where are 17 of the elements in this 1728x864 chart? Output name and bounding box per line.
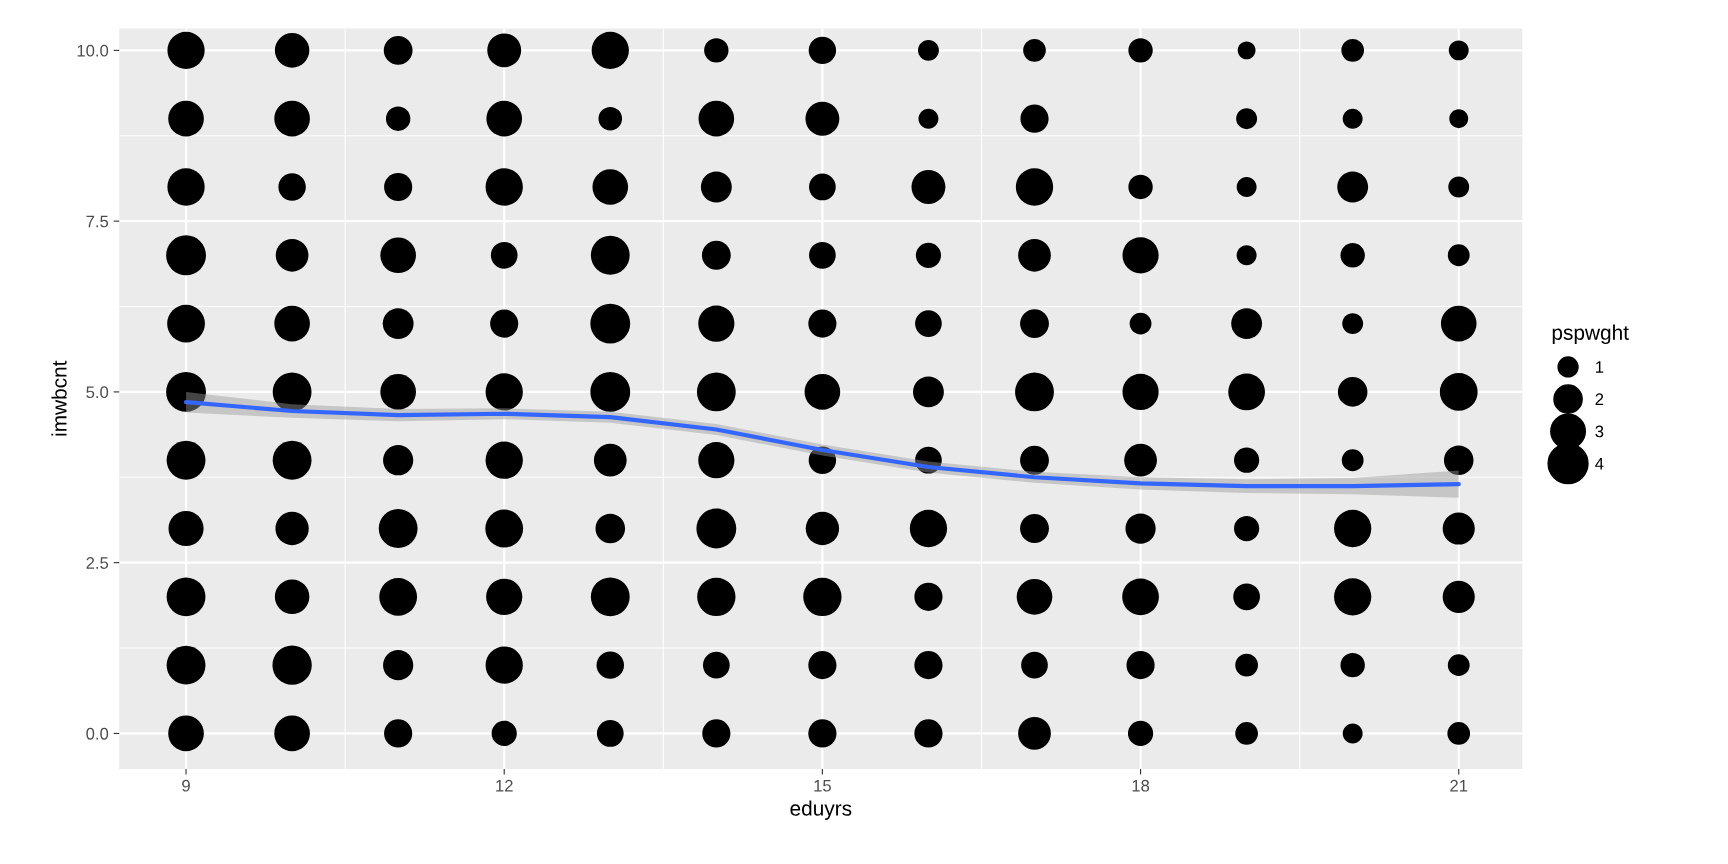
y-tick-label: 0.0 xyxy=(86,727,109,740)
legend-label: 2 xyxy=(1595,393,1604,405)
x-tick-label: 21 xyxy=(1450,779,1468,792)
legend-label: 3 xyxy=(1595,425,1604,438)
legend-label: 1 xyxy=(1596,361,1604,373)
y-tick-label: 5.0 xyxy=(86,386,109,399)
x-axis-title: eduyrs xyxy=(790,800,852,820)
legend-label: 4 xyxy=(1595,457,1604,470)
x-tick-label: 18 xyxy=(1132,779,1150,792)
y-tick-label: 7.5 xyxy=(86,215,109,228)
legend-title: pspwght xyxy=(1552,324,1629,345)
x-tick-label: 12 xyxy=(496,779,513,792)
y-axis-title: imwbcnt xyxy=(51,360,67,436)
y-tick-label: 2.5 xyxy=(86,557,109,569)
x-tick-label: 15 xyxy=(814,779,831,792)
x-tick-label: 9 xyxy=(182,779,190,792)
y-tick-label: 10.0 xyxy=(77,44,109,57)
